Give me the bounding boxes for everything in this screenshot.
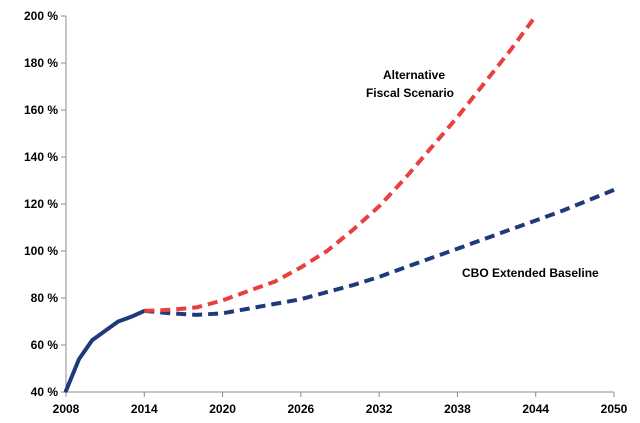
y-tick-label: 180 % <box>24 56 58 70</box>
y-tick-label: 140 % <box>24 150 58 164</box>
x-tick-label: 2020 <box>209 402 236 416</box>
y-tick-label: 200 % <box>24 9 58 23</box>
y-tick-label: 80 % <box>31 291 59 305</box>
y-tick-label: 60 % <box>31 338 59 352</box>
x-tick-label: 2050 <box>601 402 628 416</box>
annotation-alternative-line2: Fiscal Scenario <box>366 86 454 100</box>
x-tick-label: 2008 <box>53 402 80 416</box>
y-tick-label: 160 % <box>24 103 58 117</box>
annotation-alternative-line1: Alternative <box>383 68 445 82</box>
y-tick-label: 120 % <box>24 197 58 211</box>
series-line-actual <box>64 308 147 393</box>
series-line-cbo-extended-baseline <box>144 188 615 317</box>
series-layer <box>64 14 615 393</box>
series-line-alternative-fiscal-scenario <box>144 14 538 313</box>
y-tick-label: 40 % <box>31 385 59 399</box>
y-axis-ticks: 40 % 60 % 80 % 100 % 120 % 140 % 160 % 180 % 200… <box>24 9 66 399</box>
x-tick-label: 2014 <box>131 402 158 416</box>
x-tick-label: 2026 <box>288 402 315 416</box>
y-tick-label: 100 % <box>24 244 58 258</box>
x-tick-label: 2032 <box>366 402 393 416</box>
x-tick-label: 2038 <box>444 402 471 416</box>
x-axis-ticks: 2008 2014 2020 2026 2032 2038 2044 2050 <box>53 392 628 416</box>
annotation-baseline: CBO Extended Baseline <box>462 266 599 280</box>
x-tick-label: 2044 <box>522 402 549 416</box>
